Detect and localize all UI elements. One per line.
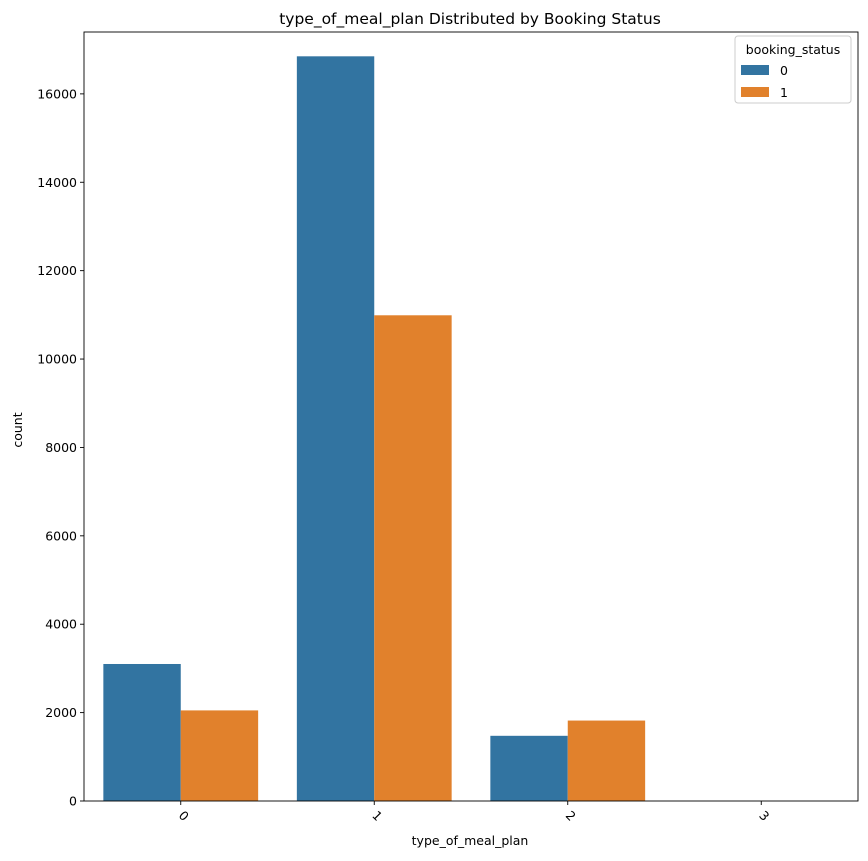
x-tick-label: 2 — [563, 808, 579, 824]
bar-series-1-cat-1 — [374, 315, 452, 801]
legend-label-0: 0 — [780, 63, 788, 78]
plot-frame — [83, 31, 859, 802]
y-tick-label: 10000 — [37, 352, 77, 367]
y-tick-label: 14000 — [37, 175, 77, 190]
y-tick-label: 6000 — [45, 528, 77, 543]
legend-box — [734, 35, 852, 104]
plot-area: 0 2000 4000 6000 8000 10000 12000 14000 16000 0 1 2… — [37, 31, 859, 824]
chart-title: type_of_meal_plan Distributed by Booking… — [279, 10, 661, 29]
x-tick-label: 0 — [176, 808, 192, 824]
legend: booking_status 0 1 — [734, 35, 852, 104]
legend-label-1: 1 — [780, 85, 788, 100]
legend-swatch-0 — [741, 65, 769, 75]
bar-series-0-cat-1 — [296, 56, 375, 802]
x-axis-label: type_of_meal_plan — [412, 833, 529, 848]
y-tick-label: 0 — [69, 794, 77, 809]
x-tick-label: 1 — [369, 808, 385, 824]
y-tick-label: 12000 — [37, 263, 77, 278]
bar-series-1-cat-0 — [180, 710, 259, 801]
legend-swatch-1 — [741, 87, 769, 97]
y-tick-label: 8000 — [45, 440, 77, 455]
legend-title: booking_status — [746, 42, 840, 57]
y-axis-label: count — [10, 412, 25, 447]
bar-series-0-cat-2 — [490, 735, 568, 801]
y-tick-label: 4000 — [45, 617, 77, 632]
y-tick-label: 2000 — [45, 705, 77, 720]
bar-series-0-cat-0 — [103, 663, 181, 801]
bar-series-1-cat-2 — [567, 720, 646, 801]
y-tick-label: 16000 — [37, 86, 77, 101]
x-tick-label: 3 — [756, 808, 772, 824]
